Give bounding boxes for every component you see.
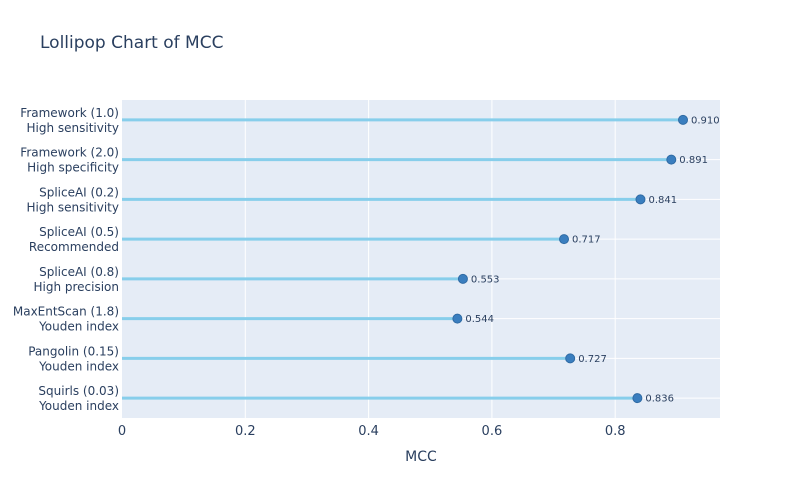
category-label-name: Squirls (0.03) — [38, 384, 119, 398]
plot-area — [122, 100, 720, 418]
data-labels: 0.910 0.891 0.841 0.717 0.553 0.544 0.727 0.836 — [465, 115, 719, 404]
x-tick-label: 0.6 — [482, 424, 503, 439]
category-label-criterion: Recommended — [29, 240, 119, 254]
data-label: 0.910 — [691, 115, 720, 126]
data-label: 0.891 — [679, 155, 708, 166]
data-label: 0.727 — [578, 354, 607, 365]
data-label: 0.553 — [471, 274, 500, 285]
data-label: 0.836 — [645, 394, 674, 405]
lollipop-marker — [666, 154, 677, 165]
lollipop-marker — [452, 313, 463, 324]
lollipop-marker — [559, 234, 570, 245]
category-label-name: Framework (1.0) — [20, 106, 119, 120]
lollipop-marker — [678, 114, 689, 125]
stems — [122, 118, 684, 400]
lollipop-marker — [632, 393, 643, 404]
category-labels: Framework (1.0)High sensitivityFramework… — [13, 106, 119, 413]
category-label-name: MaxEntScan (1.8) — [13, 305, 119, 319]
chart-title: Lollipop Chart of MCC — [40, 33, 224, 53]
category-label-criterion: Youden index — [38, 399, 119, 413]
x-tick-label: 0.4 — [358, 424, 379, 439]
category-label-criterion: Youden index — [38, 320, 119, 334]
x-tick-label: 0.8 — [605, 424, 626, 439]
lollipop-marker — [457, 273, 468, 284]
data-label: 0.717 — [572, 235, 601, 246]
x-tick-label: 0 — [118, 424, 126, 439]
category-label-name: Pangolin (0.15) — [28, 344, 119, 358]
category-label-name: SpliceAI (0.8) — [39, 265, 119, 279]
category-label-criterion: High sensitivity — [26, 200, 119, 214]
category-label-criterion: High sensitivity — [26, 121, 119, 135]
data-label: 0.544 — [465, 314, 494, 325]
category-label-criterion: High precision — [33, 280, 119, 294]
data-label: 0.841 — [648, 195, 677, 206]
category-label-criterion: High specificity — [27, 161, 119, 175]
x-axis-title: MCC — [405, 449, 437, 465]
x-tick-label: 0.2 — [235, 424, 256, 439]
markers — [452, 114, 689, 404]
lollipop-marker — [565, 353, 576, 364]
category-label-name: Framework (2.0) — [20, 146, 119, 160]
x-tick-labels: 0 0.2 0.4 0.6 0.8 — [118, 424, 626, 439]
lollipop-marker — [635, 194, 646, 205]
category-label-name: SpliceAI (0.2) — [39, 185, 119, 199]
category-label-name: SpliceAI (0.5) — [39, 225, 119, 239]
category-label-criterion: Youden index — [38, 359, 119, 373]
